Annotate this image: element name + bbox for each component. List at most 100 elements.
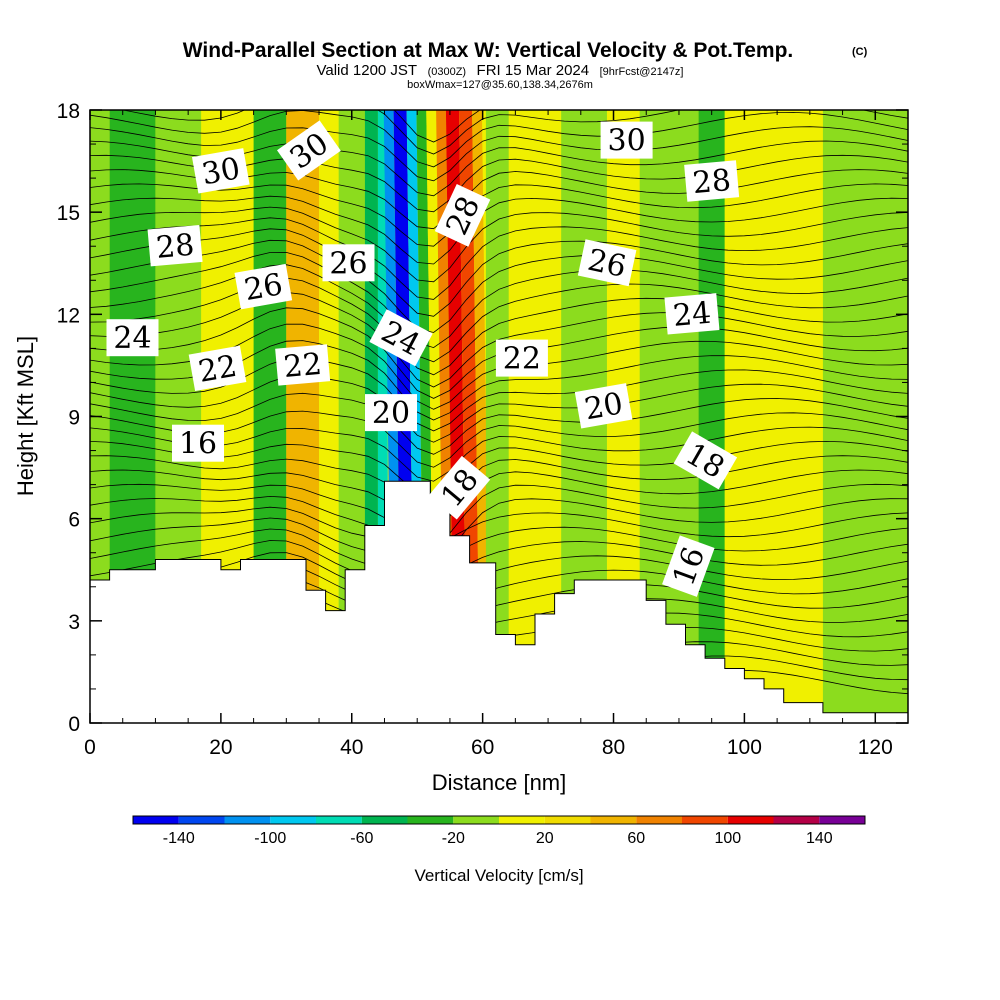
colorbar-swatch-11 xyxy=(636,816,683,824)
isentrope-line-33 xyxy=(90,195,908,265)
colorbar-tick-label: 60 xyxy=(627,830,645,847)
zulu-time-label: (0300Z) xyxy=(428,66,467,78)
contour-label-text: 16 xyxy=(179,427,217,462)
contour-label-text: 20 xyxy=(582,386,626,427)
contour-label-bg xyxy=(277,120,341,181)
contour-label-12: 22 xyxy=(188,345,247,392)
contour-label-bg xyxy=(234,263,293,310)
velocity-band-24 xyxy=(698,110,725,723)
contour-label-14: 22 xyxy=(495,339,548,377)
x-tick-label: 0 xyxy=(84,736,96,759)
contour-label-bg xyxy=(172,424,224,462)
contour-label-9: 24 xyxy=(106,319,159,357)
isentrope-line-15 xyxy=(90,455,908,513)
contour-label-2: 30 xyxy=(600,121,653,159)
contour-label-text: 24 xyxy=(671,296,712,334)
y-tick-label: 18 xyxy=(57,100,80,123)
y-tick-label: 6 xyxy=(68,509,80,532)
isentrope-line-26 xyxy=(90,277,908,376)
isentrope-line-25 xyxy=(90,291,908,388)
box-wmax-label: boxWmax=127@35.60,138.34,2676m xyxy=(407,79,593,91)
contour-label-bg xyxy=(322,244,375,282)
contour-label-bg xyxy=(147,225,203,267)
isentrope-line-10 xyxy=(90,517,908,564)
chart-subtitle-line: Valid 1200 JST (0300Z) FRI 15 Mar 2024 [… xyxy=(316,62,683,79)
isentrope-line-31 xyxy=(90,217,908,300)
contour-label-bg xyxy=(428,455,491,520)
colorbar-swatch-9 xyxy=(544,816,591,824)
contour-label-0: 30 xyxy=(191,148,250,194)
contour-label-text: 22 xyxy=(503,342,541,377)
colorbar: -140 -100 -60 -20 20 60 100 140 xyxy=(132,815,866,847)
isentrope-line-39 xyxy=(90,110,908,168)
colorbar-tick-label: -140 xyxy=(163,830,195,847)
colorbar-tick-label: 140 xyxy=(806,830,833,847)
contour-label-3: 28 xyxy=(147,225,203,267)
colorbar-swatch-15 xyxy=(819,816,866,824)
contour-label-bg xyxy=(188,345,247,392)
chart-title: Wind-Parallel Section at Max W: Vertical… xyxy=(183,39,794,62)
colorbar-swatch-1 xyxy=(178,816,225,824)
contour-label-text: 28 xyxy=(155,228,196,266)
contour-label-text: 28 xyxy=(691,163,732,201)
contour-label-bg xyxy=(369,309,433,367)
contour-label-bg xyxy=(577,239,637,287)
contour-label-text: 24 xyxy=(113,321,151,356)
contour-label-19: 16 xyxy=(172,424,224,462)
contour-label-text: 22 xyxy=(282,347,323,385)
colorbar-tick-label: -100 xyxy=(254,830,286,847)
y-tick-label: 3 xyxy=(68,611,80,634)
colorbar-swatch-12 xyxy=(682,816,728,824)
contour-label-bg xyxy=(662,535,715,597)
colorbar-swatch-4 xyxy=(316,816,362,824)
colorbar-swatch-8 xyxy=(499,816,545,824)
velocity-band-20 xyxy=(508,110,562,723)
isentrope-line-20 xyxy=(90,375,908,443)
x-tick-label: 40 xyxy=(340,736,363,759)
x-tick-label: 80 xyxy=(602,736,625,759)
colorbar-title: Vertical Velocity [cm/s] xyxy=(414,866,583,885)
contour-label-text: 26 xyxy=(329,246,367,281)
terrain-mask xyxy=(90,480,908,723)
isentrope-line-34 xyxy=(90,183,908,247)
isentrope-line-17 xyxy=(90,426,908,482)
colorbar-tick-label: 20 xyxy=(536,830,554,847)
y-axis-label: Height [Kft MSL] xyxy=(13,336,38,496)
colorbar-swatch-14 xyxy=(773,816,820,824)
colorbar-swatch-13 xyxy=(727,816,774,824)
isentrope-line-13 xyxy=(90,483,908,548)
contour-label-8: 26 xyxy=(577,239,637,287)
contour-label-text: 30 xyxy=(608,124,646,159)
colorbar-swatch-2 xyxy=(224,816,271,824)
contour-label-bg xyxy=(275,344,331,386)
x-tick-label: 60 xyxy=(471,736,494,759)
axes: 0 20 40 60 80 100 120 0 3 6 9 12 15 18 xyxy=(57,100,909,759)
velocity-band-27 xyxy=(822,110,908,723)
velocity-band-25 xyxy=(724,110,771,723)
x-tick-label: 100 xyxy=(727,736,762,759)
valid-time-label: Valid 1200 JST xyxy=(316,62,417,79)
x-axis-label: Distance [nm] xyxy=(432,770,567,795)
colorbar-tick-label: 100 xyxy=(714,830,741,847)
contour-label-5: 28 xyxy=(684,160,740,202)
isentrope-line-40 xyxy=(121,110,908,155)
colorbar-swatch-0 xyxy=(133,816,179,824)
contour-label-bg xyxy=(434,184,491,247)
velocity-band-26 xyxy=(770,110,823,723)
contour-label-bg xyxy=(684,160,740,202)
contour-label-18: 18 xyxy=(673,431,738,490)
contour-label-bg xyxy=(191,148,250,194)
contour-label-text: 20 xyxy=(372,396,410,431)
x-tick-label: 20 xyxy=(209,736,232,759)
contour-label-bg xyxy=(600,121,653,159)
isentrope-line-32 xyxy=(90,206,908,283)
contour-label-bg xyxy=(574,383,633,429)
isentrope-line-8 xyxy=(90,540,908,596)
colorbar-tick-label: -60 xyxy=(350,830,373,847)
y-tick-label: 15 xyxy=(57,202,80,225)
contour-label-16: 20 xyxy=(574,383,633,429)
colorbar-frame xyxy=(132,815,866,825)
isentrope-line-9 xyxy=(90,528,908,580)
contour-label-bg xyxy=(106,319,159,357)
